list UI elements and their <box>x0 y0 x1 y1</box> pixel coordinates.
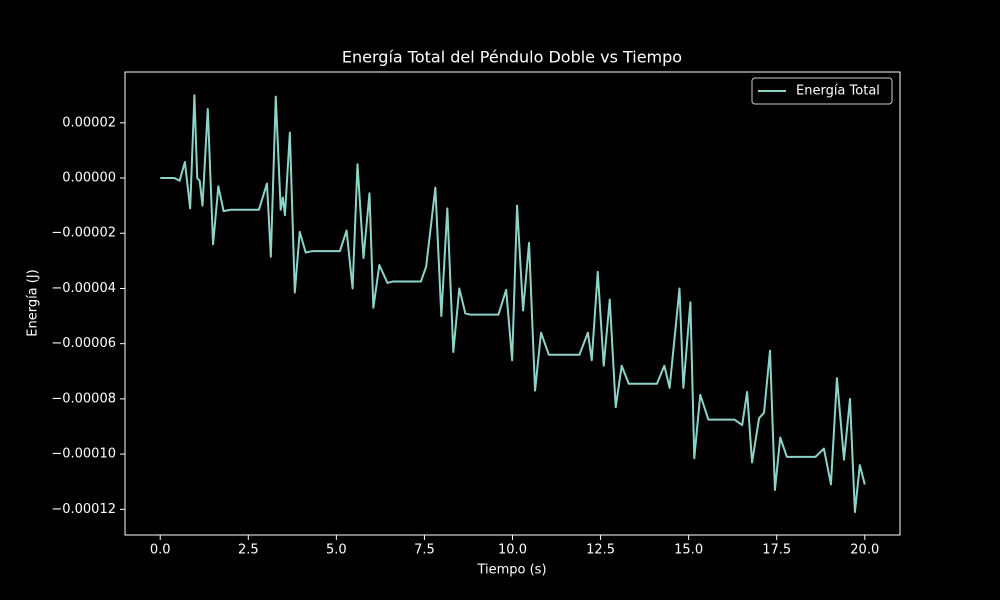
y-axis-label: Energía (J) <box>26 269 41 337</box>
x-tick-label: 2.5 <box>238 543 259 558</box>
x-axis-label: Tiempo (s) <box>476 563 546 578</box>
y-tick-label: 0.00002 <box>62 115 116 130</box>
y-tick-label: 0.00000 <box>62 171 116 186</box>
y-tick-label: −0.00006 <box>51 336 116 351</box>
x-tick-label: 12.5 <box>586 543 615 558</box>
data-line <box>160 94 866 514</box>
y-tick-label: −0.00008 <box>51 391 116 406</box>
y-tick-label: −0.00012 <box>51 502 116 517</box>
legend-box <box>751 77 893 105</box>
y-tick-label: −0.00004 <box>51 281 116 296</box>
x-tick-label: 20.0 <box>850 543 879 558</box>
x-tick-label: 7.5 <box>414 543 435 558</box>
y-tick-label: −0.00002 <box>51 226 116 241</box>
x-tick-label: 17.5 <box>762 543 791 558</box>
x-tick-label: 0.0 <box>150 543 171 558</box>
plot-frame <box>124 71 901 536</box>
y-tick-label: −0.00010 <box>51 447 116 462</box>
x-tick-label: 5.0 <box>326 543 347 558</box>
legend-label: Energía Total <box>796 84 880 99</box>
x-tick-label: 10.0 <box>498 543 527 558</box>
x-tick-label: 15.0 <box>674 543 703 558</box>
chart-title: Energía Total del Péndulo Doble vs Tiemp… <box>342 48 682 67</box>
